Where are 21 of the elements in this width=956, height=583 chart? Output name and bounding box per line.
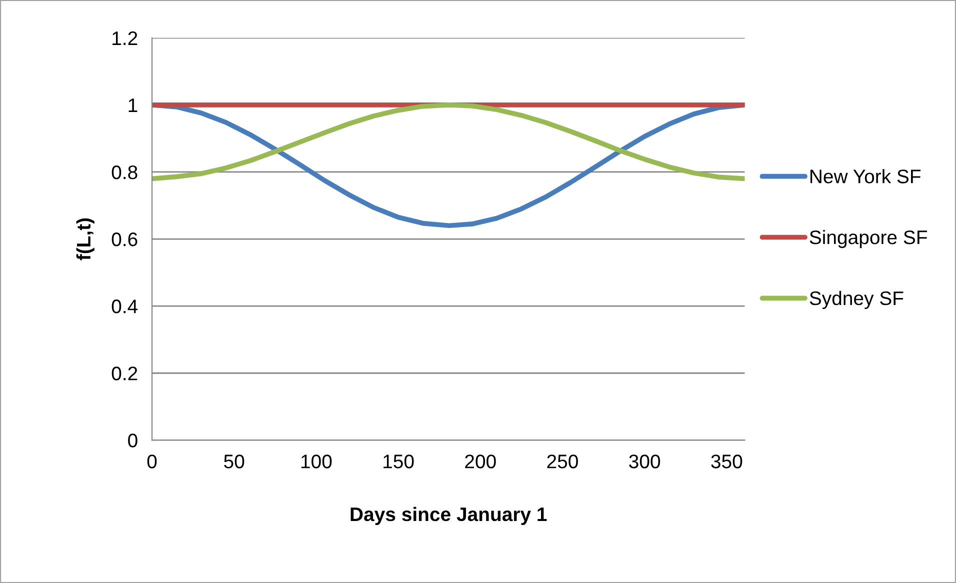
y-tick-label: 0: [128, 434, 138, 448]
x-tick-label: 250: [547, 454, 578, 468]
y-tick-label: 0.2: [112, 366, 138, 380]
x-tick-label: 200: [465, 454, 496, 468]
x-tick-label: 0: [147, 454, 157, 468]
y-tick-label: 1.2: [112, 31, 138, 45]
x-axis-title: Days since January 1: [350, 506, 547, 526]
x-tick-label: 350: [711, 454, 742, 468]
y-axis-title: f(L,t): [76, 218, 94, 260]
line-series: [152, 102, 745, 182]
x-tick-label: 50: [224, 454, 244, 468]
y-tick-label: 0.8: [112, 165, 138, 180]
x-tick-label: 300: [629, 454, 660, 468]
x-tick-label: 150: [384, 454, 414, 468]
y-tick-label: 0.6: [112, 232, 138, 246]
x-tick-label: 100: [301, 454, 332, 468]
legend-label: New York SF: [810, 169, 921, 184]
y-tick-label: 0.4: [112, 300, 138, 314]
legend-label: Singapore SF: [810, 230, 928, 248]
y-tick-label: 1: [128, 98, 138, 112]
legend-label: Sydney SF: [810, 290, 904, 309]
